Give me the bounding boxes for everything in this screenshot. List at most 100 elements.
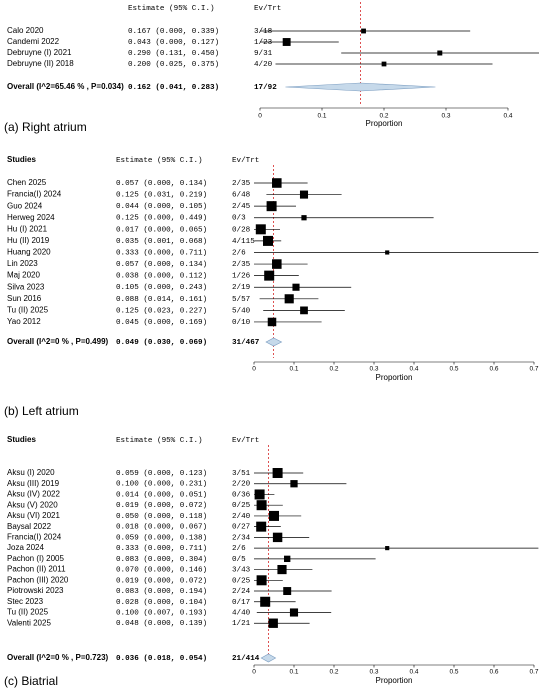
x-tick-label: 0.2	[329, 366, 338, 373]
estimate-label: 0.019 (0.000, 0.072)	[116, 577, 207, 585]
x-tick-label: 0.1	[317, 113, 326, 120]
x-tick-label: 0.7	[529, 669, 538, 676]
study-name: Baysal 2022	[7, 522, 52, 531]
events-header: Ev/Trt	[232, 437, 259, 445]
study-estimate	[272, 259, 282, 269]
x-axis-label: Proportion	[376, 373, 413, 382]
estimate-label: 0.070 (0.000, 0.146)	[116, 567, 207, 575]
study-estimate	[381, 61, 387, 67]
estimate-label: 0.044 (0.000, 0.105)	[116, 203, 207, 211]
overall-diamond	[285, 82, 436, 92]
events-label: 2/35	[232, 180, 251, 188]
x-tick-label: 0.4	[409, 366, 418, 373]
events-label: 3/18	[254, 28, 273, 36]
study-name: Tu (II) 2025	[7, 608, 49, 617]
study-name: Silva 2023	[7, 282, 45, 291]
study-name: Maj 2020	[7, 271, 40, 280]
study-name: Valenti 2025	[7, 618, 51, 627]
events-label: 2/24	[232, 588, 251, 596]
estimate-label: 0.100 (0.007, 0.193)	[116, 609, 207, 617]
events-label: 1/26	[232, 273, 251, 281]
events-label: 9/31	[254, 50, 273, 58]
events-label: 0/17	[232, 599, 250, 607]
study-name: Pachon (II) 2011	[7, 565, 66, 574]
study-estimate	[267, 317, 277, 327]
estimate-header: Estimate (95% C.I.)	[116, 437, 203, 445]
study-name: Aksu (IV) 2022	[7, 490, 60, 499]
x-tick-label: 0.6	[489, 366, 498, 373]
study-name: Aksu (V) 2020	[7, 500, 58, 509]
study-estimate	[299, 190, 309, 199]
estimate-label: 0.333 (0.000, 0.711)	[116, 249, 207, 257]
study-estimate	[284, 294, 294, 304]
events-label: 2/6	[232, 545, 246, 553]
overall-label: Overall (I^2=65.46 % , P=0.034)	[7, 82, 124, 91]
x-tick-label: 0.2	[329, 669, 338, 676]
study-estimate	[256, 521, 267, 532]
x-tick-label: 0.4	[409, 669, 418, 676]
x-tick-label: 0.3	[441, 113, 450, 120]
events-label: 0/27	[232, 524, 250, 532]
estimate-label: 0.014 (0.000, 0.051)	[116, 491, 207, 499]
events-label: 2/34	[232, 534, 251, 542]
study-name: Calo 2020	[7, 26, 44, 35]
study-name: Aksu (III) 2019	[7, 479, 60, 488]
x-tick-label: 0	[252, 669, 256, 676]
estimate-label: 0.200 (0.025, 0.375)	[128, 61, 219, 69]
x-tick-label: 0.4	[503, 113, 512, 120]
events-label: 2/20	[232, 481, 251, 489]
x-tick-label: 0.1	[289, 669, 298, 676]
study-estimate	[256, 500, 267, 511]
x-tick-label: 0.5	[449, 366, 458, 373]
estimate-label: 0.035 (0.001, 0.068)	[116, 238, 207, 246]
x-tick-label: 0.5	[449, 669, 458, 676]
x-tick-label: 0.6	[489, 669, 498, 676]
estimate-label: 0.048 (0.000, 0.139)	[116, 620, 207, 628]
study-estimate	[268, 618, 278, 628]
study-name: Pachon (III) 2020	[7, 575, 69, 584]
study-estimate	[264, 270, 275, 281]
study-estimate	[255, 224, 266, 235]
overall-estimate-label: 0.049 (0.030, 0.069)	[116, 339, 207, 347]
x-tick-label: 0	[252, 366, 256, 373]
events-label: 4/40	[232, 609, 251, 617]
panel-caption: (a) Right atrium	[4, 120, 87, 134]
estimate-label: 0.125 (0.031, 0.219)	[116, 192, 207, 200]
estimate-label: 0.333 (0.000, 0.711)	[116, 545, 207, 553]
study-estimate	[272, 468, 283, 478]
study-header: Studies	[7, 435, 36, 444]
estimate-label: 0.050 (0.000, 0.118)	[116, 513, 207, 521]
study-name: Hu (I) 2021	[7, 224, 48, 233]
study-estimate	[301, 215, 307, 221]
study-name: Huang 2020	[7, 248, 51, 257]
estimate-label: 0.125 (0.023, 0.227)	[116, 307, 207, 315]
estimate-label: 0.057 (0.000, 0.134)	[116, 180, 207, 188]
estimate-label: 0.059 (0.000, 0.123)	[116, 470, 207, 478]
study-estimate	[263, 235, 273, 246]
events-label: 4/115	[232, 238, 255, 246]
estimate-label: 0.105 (0.000, 0.243)	[116, 284, 207, 292]
events-label: 0/25	[232, 577, 251, 585]
study-name: Francia(I) 2024	[7, 190, 62, 199]
events-label: 3/43	[232, 567, 251, 575]
estimate-label: 0.019 (0.000, 0.072)	[116, 502, 207, 510]
study-estimate	[256, 575, 267, 586]
estimate-header: Estimate (95% C.I.)	[116, 157, 203, 165]
x-tick-label: 0.3	[369, 366, 378, 373]
events-label: 4/20	[254, 61, 273, 69]
events-label: 1/23	[254, 39, 273, 47]
estimate-label: 0.290 (0.131, 0.450)	[128, 50, 219, 58]
overall-diamond	[265, 337, 283, 347]
study-estimate	[437, 50, 443, 56]
events-label: 2/6	[232, 249, 246, 257]
study-name: Aksu (I) 2020	[7, 468, 55, 477]
estimate-label: 0.083 (0.000, 0.304)	[116, 556, 207, 564]
study-name: Stec 2023	[7, 597, 44, 606]
study-estimate	[385, 250, 390, 255]
overall-label: Overall (I^2=0 % , P=0.499)	[7, 337, 109, 346]
events-header: Ev/Trt	[254, 5, 281, 13]
estimate-label: 0.043 (0.000, 0.127)	[128, 39, 219, 47]
x-axis-label: Proportion	[366, 119, 403, 128]
estimate-label: 0.100 (0.000, 0.231)	[116, 481, 207, 489]
overall-label: Overall (I^2=0 % , P=0.723)	[7, 653, 109, 662]
